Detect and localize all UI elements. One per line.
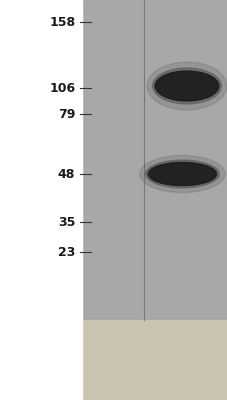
- Ellipse shape: [139, 156, 224, 192]
- Bar: [82, 320, 227, 400]
- Bar: [0, 0, 82, 400]
- Text: 106: 106: [49, 82, 75, 94]
- Ellipse shape: [146, 62, 226, 110]
- Text: 48: 48: [58, 168, 75, 180]
- Ellipse shape: [148, 162, 216, 186]
- Ellipse shape: [145, 160, 218, 188]
- Ellipse shape: [154, 71, 218, 101]
- Text: 23: 23: [58, 246, 75, 258]
- Ellipse shape: [152, 68, 220, 104]
- Bar: [82, 0, 227, 320]
- Text: 35: 35: [58, 216, 75, 228]
- Text: 158: 158: [49, 16, 75, 28]
- Text: 79: 79: [58, 108, 75, 120]
